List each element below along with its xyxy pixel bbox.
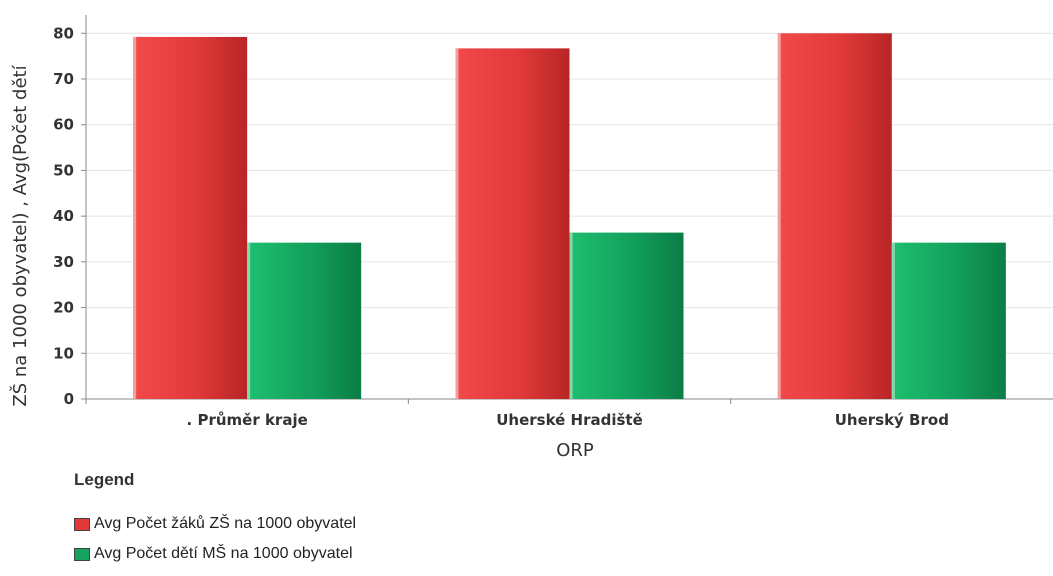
y-tick-label: 50 (53, 161, 74, 179)
bar-highlight (133, 36, 137, 399)
x-tick-label: Uherský Brod (835, 411, 949, 429)
bar (569, 232, 684, 399)
x-tick-label: . Průměr kraje (187, 411, 308, 429)
y-tick-label: 30 (53, 253, 74, 271)
bar (133, 36, 248, 399)
legend-item-ms: Avg Počet dětí MŠ na 1000 obyvatel (74, 542, 356, 566)
y-tick-label: 0 (64, 390, 74, 408)
bar (891, 242, 1006, 399)
bar-highlight (569, 232, 573, 399)
bar (777, 33, 892, 400)
y-tick-label: 20 (53, 299, 74, 317)
bar (455, 48, 570, 399)
bar-highlight (247, 242, 251, 399)
y-tick-label: 40 (53, 207, 74, 225)
y-tick-label: 60 (53, 116, 74, 134)
chart: 0 10 20 30 40 50 60 70 80 . Průměr kraje Uherské H… (9, 15, 1053, 460)
legend: Legend Avg Počet žáků ZŠ na 1000 obyvate… (74, 470, 356, 572)
legend-swatch-green (74, 547, 90, 561)
y-axis-title: ZŠ na 1000 obyvatel) , Avg(Počet dětí (9, 64, 31, 406)
y-tick-label: 70 (53, 70, 74, 88)
legend-label: Avg Počet dětí MŠ na 1000 obyvatel (94, 545, 353, 562)
bar-highlight (777, 33, 781, 400)
bar-highlight (891, 242, 895, 399)
legend-label: Avg Počet žáků ZŠ na 1000 obyvatel (94, 515, 357, 532)
legend-swatch-red (74, 517, 90, 531)
x-axis-title: ORP (556, 440, 594, 460)
y-tick-label: 10 (53, 344, 74, 362)
x-tick-label: Uherské Hradiště (496, 411, 643, 429)
bar (247, 242, 362, 399)
bar-highlight (455, 48, 459, 399)
y-tick-label: 80 (53, 24, 74, 42)
legend-title: Legend (74, 470, 135, 489)
legend-item-zs: Avg Počet žáků ZŠ na 1000 obyvatel (74, 512, 356, 536)
